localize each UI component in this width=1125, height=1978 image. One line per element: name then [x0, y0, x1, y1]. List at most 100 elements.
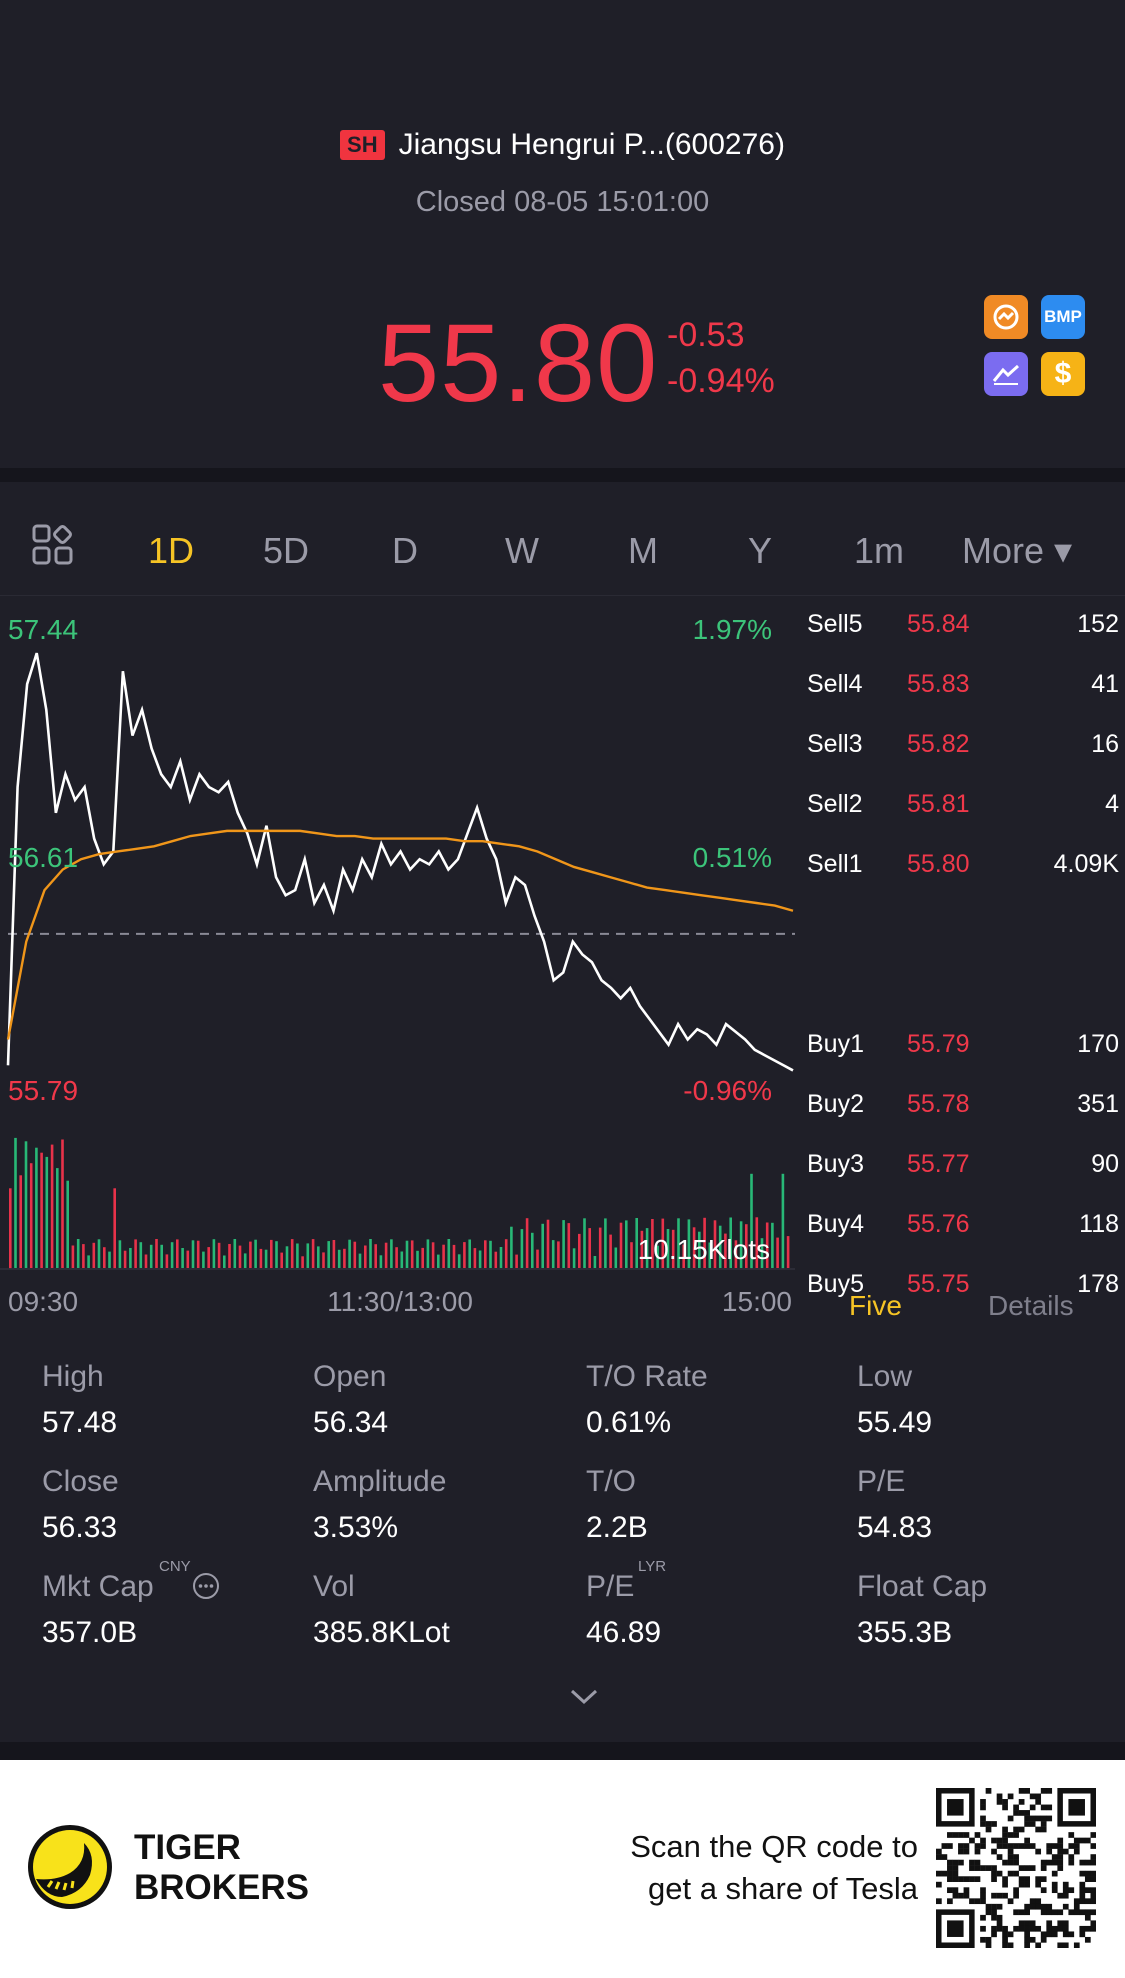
volume-bar	[410, 1240, 414, 1268]
qr-module	[947, 1859, 953, 1866]
tab-day[interactable]: D	[392, 530, 418, 571]
tab-1d[interactable]: 1D	[148, 530, 195, 571]
volume-bar	[405, 1240, 409, 1268]
order-book-vol: 178	[1077, 1270, 1119, 1298]
volume-bar	[760, 1238, 764, 1268]
volume-bar	[484, 1240, 487, 1268]
order-book-row: Buy1 55.79 170	[806, 1030, 1125, 1070]
bmp-icon[interactable]: BMP	[1041, 295, 1085, 339]
qr-module	[1051, 1881, 1058, 1888]
grid-layout-icon[interactable]	[32, 524, 74, 566]
order-book-price: 55.80	[907, 850, 970, 878]
qr-code[interactable]	[936, 1788, 1096, 1948]
volume-bar	[24, 1141, 28, 1268]
volume-bar	[322, 1252, 325, 1268]
qr-module	[974, 1865, 981, 1871]
qr-module	[963, 1876, 970, 1882]
qr-module	[1035, 1876, 1042, 1882]
qr-module	[1090, 1876, 1096, 1882]
volume-bar	[76, 1239, 80, 1268]
qr-module	[1024, 1909, 1030, 1916]
order-book-row: Buy5 55.75 178	[806, 1270, 1125, 1310]
volume-bar	[682, 1244, 685, 1268]
qr-module	[1002, 1837, 1008, 1844]
stat-value: 55.49	[857, 1406, 933, 1439]
stat-label: Mkt Cap	[42, 1570, 154, 1603]
order-book-vol: 170	[1077, 1030, 1119, 1058]
stat-label: T/O	[586, 1465, 636, 1498]
volume-bar	[583, 1218, 586, 1268]
qr-module	[1002, 1925, 1008, 1932]
stat-value: 355.3B	[857, 1616, 953, 1649]
qr-module	[1002, 1826, 1008, 1833]
qr-module	[1051, 1870, 1058, 1877]
volume-bar	[786, 1236, 790, 1268]
stat-label: T/O Rate	[586, 1360, 708, 1393]
volume-bar	[254, 1239, 257, 1268]
tab-year[interactable]: Y	[748, 530, 773, 571]
dollar-icon[interactable]: $	[1041, 352, 1085, 396]
section-divider	[0, 468, 1125, 482]
qr-module	[941, 1854, 948, 1860]
qr-module	[1073, 1837, 1080, 1844]
order-book-label: Buy4	[807, 1210, 864, 1238]
qr-module	[1057, 1892, 1064, 1899]
qr-module	[1084, 1887, 1091, 1894]
tab-5d[interactable]: 5D	[263, 530, 310, 571]
stat-value: 385.8KLot	[313, 1616, 450, 1649]
tab-week[interactable]: W	[505, 530, 539, 571]
tab-five[interactable]: Five	[849, 1290, 902, 1321]
chart-trend-icon[interactable]	[984, 352, 1028, 396]
qr-module	[1084, 1837, 1091, 1844]
qr-module	[1013, 1843, 1019, 1849]
qr-module	[991, 1848, 997, 1855]
qr-module	[958, 1892, 964, 1899]
qr-module	[1035, 1898, 1042, 1905]
qr-module	[1029, 1925, 1036, 1932]
volume-bar	[677, 1218, 680, 1268]
qr-module	[1079, 1859, 1086, 1866]
order-book-price: 55.76	[907, 1210, 970, 1238]
qr-module	[1007, 1859, 1014, 1866]
pct-label-mid: 0.51%	[693, 842, 772, 873]
more-info-icon[interactable]	[192, 1572, 220, 1600]
stat-value: 54.83	[857, 1511, 933, 1544]
stock-title-row[interactable]: SH Jiangsu Hengrui P...(600276)	[0, 128, 1125, 162]
qr-module	[1040, 1903, 1047, 1910]
qr-module	[985, 1909, 992, 1916]
qr-module	[1062, 1931, 1069, 1938]
qr-module	[969, 1876, 975, 1882]
qr-module	[1029, 1804, 1036, 1811]
qr-module	[1002, 1876, 1008, 1882]
qr-finder-center	[947, 1799, 964, 1816]
volume-bar	[384, 1242, 388, 1268]
qr-module	[1079, 1931, 1086, 1938]
qr-module	[1024, 1843, 1030, 1849]
volume-bar	[14, 1137, 17, 1268]
qr-module	[1090, 1925, 1096, 1932]
qr-module	[947, 1898, 953, 1905]
qr-module	[1062, 1920, 1069, 1927]
promo-text: Scan the QR code to get a share of Tesla	[630, 1826, 918, 1910]
tab-details[interactable]: Details	[988, 1290, 1074, 1321]
volume-bar	[66, 1180, 69, 1268]
stat-item: T/O 2.2B	[586, 1465, 846, 1545]
qr-module	[1062, 1892, 1069, 1899]
tab-month[interactable]: M	[628, 530, 658, 571]
order-book-vol: 118	[1079, 1210, 1119, 1238]
volume-bar	[609, 1234, 612, 1268]
qr-module	[1029, 1821, 1036, 1827]
qr-module	[947, 1843, 953, 1849]
y-label-mid: 56.61	[8, 842, 78, 873]
volume-bar	[337, 1249, 341, 1268]
qr-module	[963, 1892, 970, 1899]
order-book-price: 55.84	[907, 610, 970, 638]
qr-module	[1007, 1870, 1014, 1877]
qr-module	[985, 1903, 992, 1910]
order-book-label: Sell3	[807, 730, 863, 758]
tab-more[interactable]: More ▾	[962, 530, 1073, 571]
tab-1m[interactable]: 1m	[854, 530, 905, 571]
exchange-icon[interactable]	[984, 295, 1028, 339]
chevron-down-icon[interactable]	[566, 1686, 602, 1708]
intraday-chart[interactable]: 57.44 56.61 55.79 1.97% 0.51% -0.96% 10.15Klot…	[0, 603, 800, 1323]
